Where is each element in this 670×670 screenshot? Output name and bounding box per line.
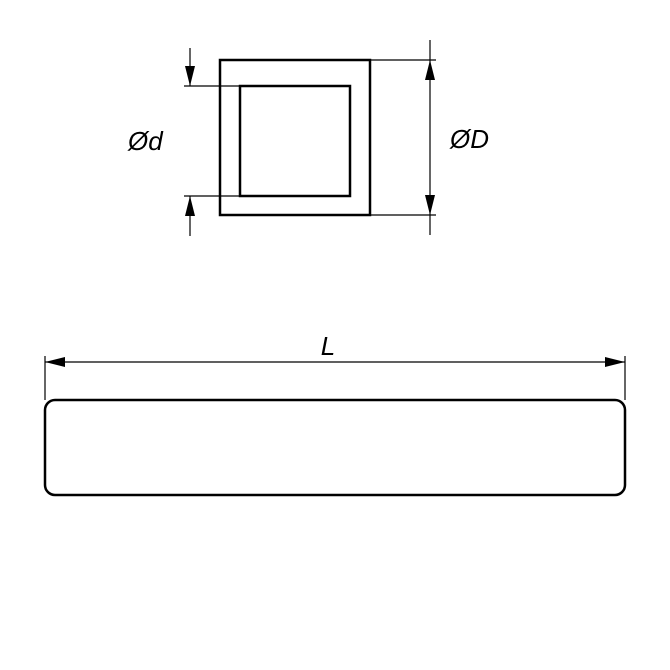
label-d: Ød — [127, 126, 164, 156]
side-view — [45, 400, 625, 495]
dimension-d: Ød — [127, 48, 240, 236]
cross-section-view — [220, 60, 370, 215]
dimension-D: ØD — [370, 40, 489, 235]
dimension-L: L — [45, 331, 625, 400]
label-L: L — [321, 331, 335, 361]
label-D: ØD — [449, 124, 489, 154]
